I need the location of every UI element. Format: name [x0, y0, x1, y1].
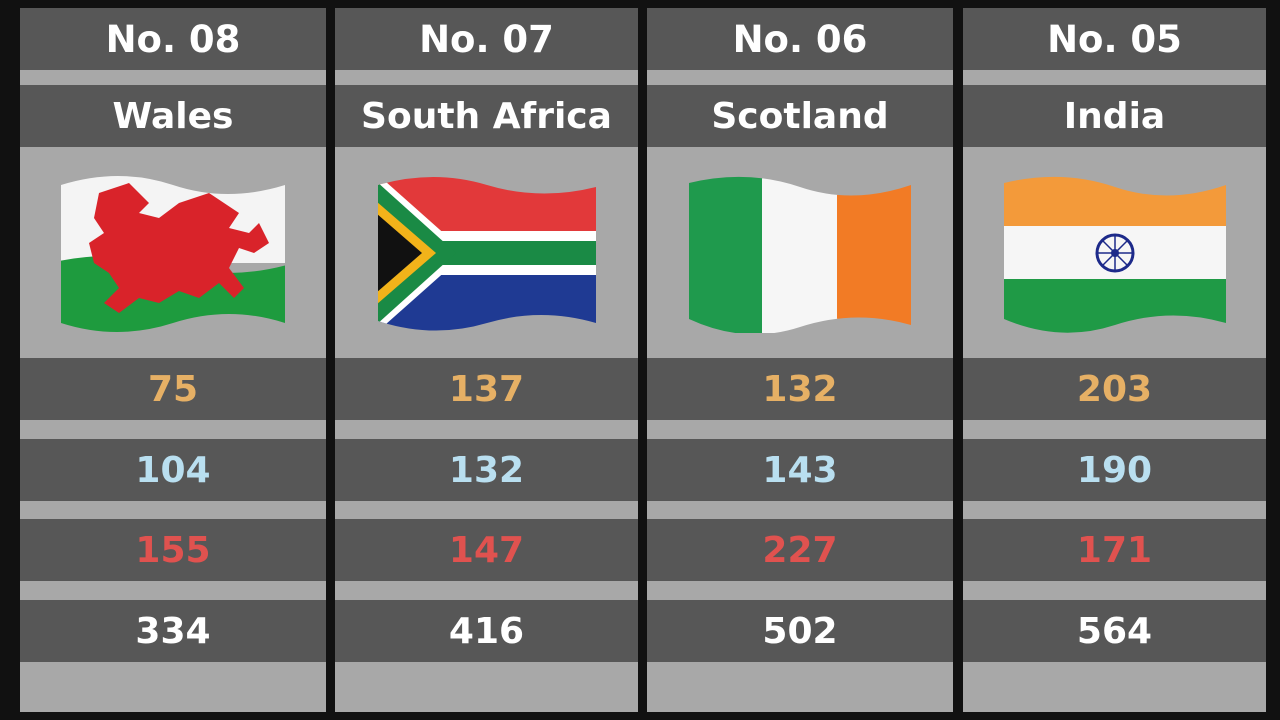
value-1: 203 [963, 358, 1266, 420]
flag-container [335, 147, 638, 358]
flag-container [963, 147, 1266, 358]
value-2: 190 [963, 439, 1266, 501]
flag-container [647, 147, 953, 358]
value-3: 171 [963, 519, 1266, 581]
value-4: 416 [335, 600, 638, 662]
rank-label: No. 05 [963, 8, 1266, 70]
india-flag-icon [1003, 176, 1226, 333]
value-4: 564 [963, 600, 1266, 662]
value-2: 143 [647, 439, 953, 501]
flag-container [20, 147, 326, 358]
value-3: 155 [20, 519, 326, 581]
value-1: 75 [20, 358, 326, 420]
rank-label: No. 07 [335, 8, 638, 70]
country-name: India [963, 85, 1266, 147]
rank-column-scotland: No. 06 Scotland 132 143 227 502 [647, 8, 953, 712]
value-4: 334 [20, 600, 326, 662]
ireland-flag-icon [689, 176, 911, 333]
rank-column-south-africa: No. 07 South Africa 137 132 [335, 8, 638, 712]
rank-column-wales: No. 08 Wales 75 104 155 334 [20, 8, 326, 712]
value-1: 137 [335, 358, 638, 420]
country-name: Wales [20, 85, 326, 147]
value-2: 104 [20, 439, 326, 501]
wales-flag-icon [61, 175, 285, 332]
value-1: 132 [647, 358, 953, 420]
value-3: 227 [647, 519, 953, 581]
value-2: 132 [335, 439, 638, 501]
value-3: 147 [335, 519, 638, 581]
country-name: Scotland [647, 85, 953, 147]
value-4: 502 [647, 600, 953, 662]
rank-label: No. 06 [647, 8, 953, 70]
country-name: South Africa [335, 85, 638, 147]
rank-label: No. 08 [20, 8, 326, 70]
rank-column-india: No. 05 India [963, 8, 1266, 712]
south-africa-flag-icon [377, 176, 596, 331]
